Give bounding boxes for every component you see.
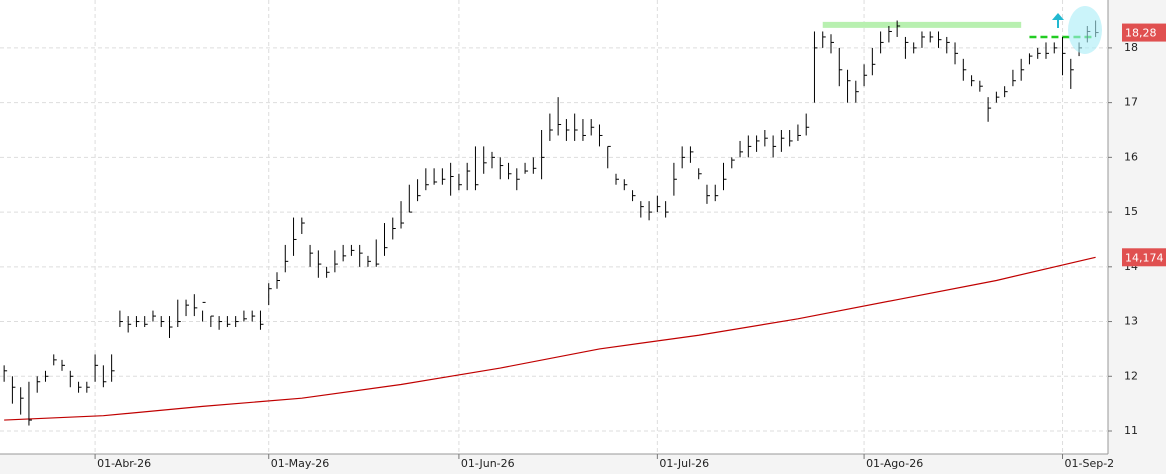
signal-arrow	[1052, 13, 1064, 28]
x-axis-panel	[0, 454, 1166, 474]
last-value-box	[1122, 248, 1166, 267]
x-tick-label: 01-Ago-26	[866, 457, 923, 470]
y-tick-label: 12	[1124, 369, 1138, 382]
marks	[0, 0, 1108, 454]
y-tick-label: 17	[1124, 96, 1138, 109]
last-value-box	[1122, 23, 1166, 42]
y-axis-panel	[1108, 0, 1166, 474]
y-tick-label: 13	[1124, 315, 1138, 328]
last-value-label: 18,28	[1125, 27, 1157, 40]
x-tick-label: 01-Sep-2	[1065, 457, 1115, 470]
moving-average	[4, 256, 1096, 421]
y-tick-label: 15	[1124, 205, 1138, 218]
y-tick-label: 18	[1124, 41, 1138, 54]
highlight-circle	[1068, 6, 1102, 54]
x-tick-label: 01-Jun-26	[461, 457, 515, 470]
x-tick-label: 01-Abr-26	[97, 457, 151, 470]
x-tick-label: 01-May-26	[271, 457, 329, 470]
y-tick-label: 11	[1124, 424, 1138, 437]
x-tick-label: 01-Jul-26	[659, 457, 709, 470]
y-tick-label: 16	[1124, 150, 1138, 163]
last-value-label: 14,174	[1125, 251, 1164, 264]
